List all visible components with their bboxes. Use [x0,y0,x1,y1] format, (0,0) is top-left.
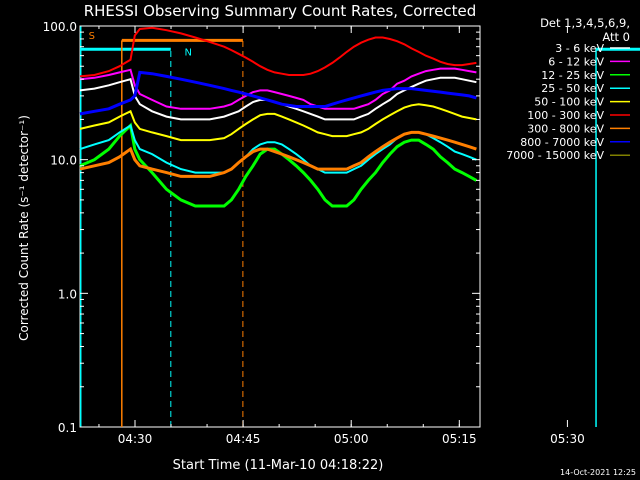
legend-header-line-2: Att 0 [602,30,630,44]
tick-group: 04:3004:4505:0005:1505:3005:45100.010.01… [43,20,585,446]
marker-n-label: N [185,48,192,59]
instrument-state-markers: SN [79,26,640,427]
series-line-2 [79,122,478,208]
legend-header-line-1: Det 1,3,4,5,6,9, [540,16,630,30]
x-tick-label: 05:00 [334,432,369,446]
legend-label-2: 12 - 25 keV [541,69,604,82]
legend-label-8: 7000 - 15000 keV [506,149,604,162]
legend-label-5: 100 - 300 keV [527,109,604,122]
x-tick-label: 04:45 [226,432,261,446]
legend-label-0: 3 - 6 keV [555,42,604,55]
x-tick-label: 05:15 [442,432,477,446]
y-tick-label: 100.0 [43,20,77,34]
series-line-5 [79,26,477,78]
legend-label-6: 300 - 800 keV [527,122,604,135]
series-line-1 [79,67,477,110]
series-line-6 [79,130,477,178]
legend-label-4: 50 - 100 keV [534,96,604,109]
marker-s-label: S [89,31,95,42]
x-tick-label: 05:30 [550,432,585,446]
y-axis-label: Corrected Count Rate (s⁻¹ detector⁻¹) [17,115,31,341]
series-line-7 [79,70,477,116]
x-tick-label: 04:30 [118,432,153,446]
legend-label-3: 25 - 50 keV [541,82,604,95]
chart-title: RHESSI Observing Summary Count Rates, Co… [84,2,477,20]
y-tick-label: 1.0 [58,287,77,301]
series-line-4 [79,103,477,142]
plot-frame [79,25,481,428]
x-axis-label: Start Time (11-Mar-10 04:18:22) [173,458,384,473]
y-tick-label: 10.0 [50,154,77,168]
legend-label-1: 6 - 12 keV [548,55,604,68]
series-line-0 [79,76,477,121]
legend-label-7: 800 - 7000 keV [520,136,604,149]
y-tick-label: 0.1 [58,421,77,435]
footer-timestamp: 14-Oct-2021 12:25 [560,468,636,477]
series-group [79,26,478,208]
